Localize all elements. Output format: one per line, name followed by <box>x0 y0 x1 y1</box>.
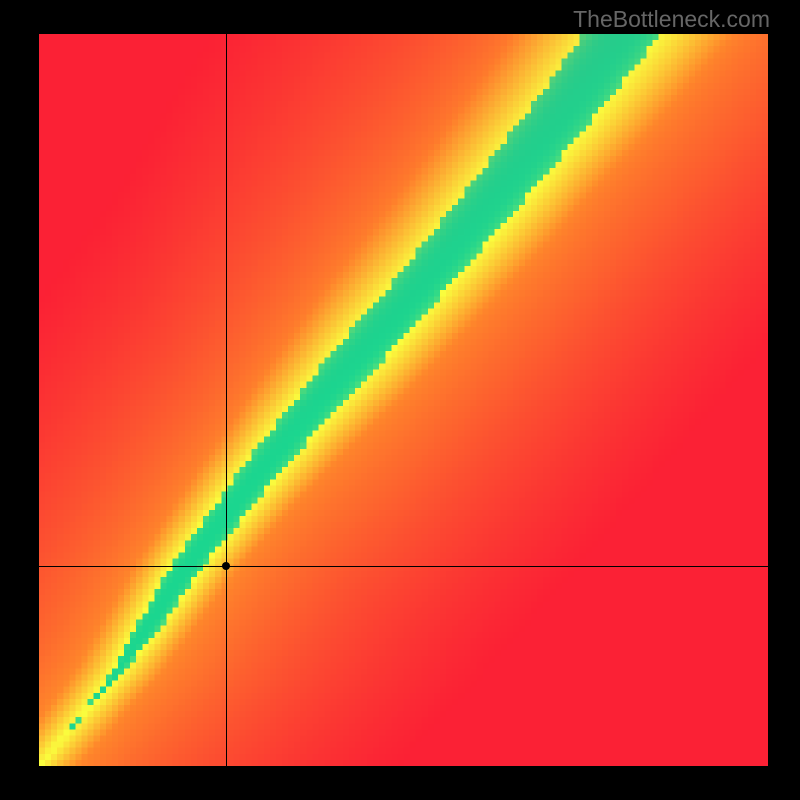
heatmap-canvas <box>39 34 768 766</box>
crosshair-vertical <box>226 34 227 766</box>
watermark-text: TheBottleneck.com <box>573 6 770 33</box>
chart-container: TheBottleneck.com <box>0 0 800 800</box>
crosshair-horizontal <box>39 566 768 567</box>
